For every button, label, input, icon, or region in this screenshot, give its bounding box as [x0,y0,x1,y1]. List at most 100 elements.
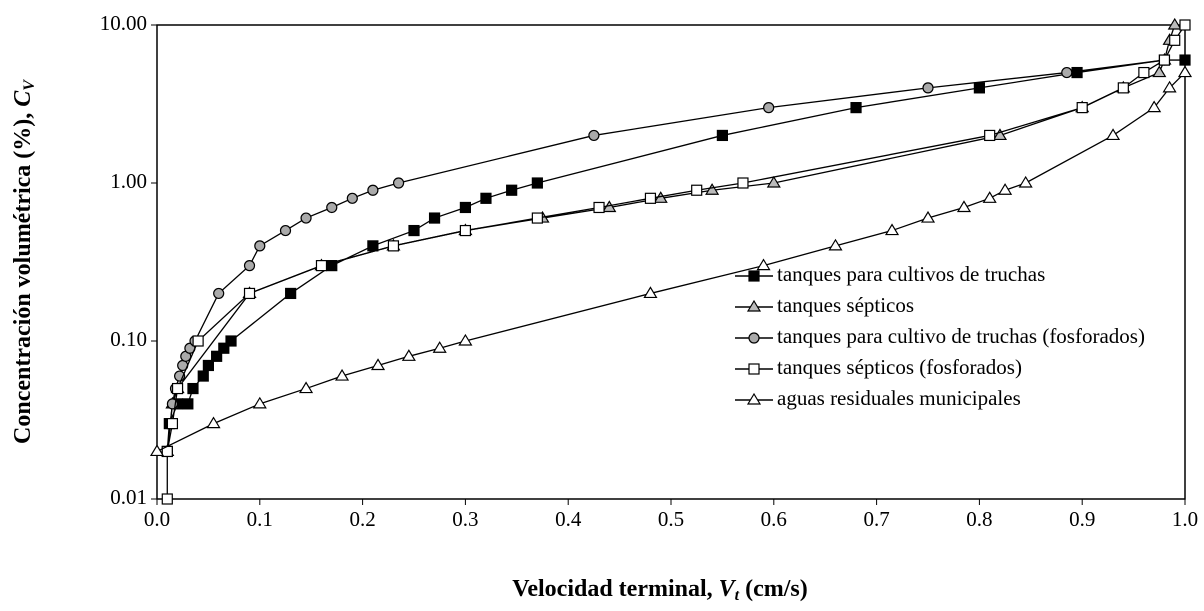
series-line [166,59,1185,452]
marker [1158,54,1171,66]
marker [1071,66,1083,79]
marker [187,382,199,395]
marker [956,200,972,213]
marker [1179,19,1191,31]
marker [252,396,267,409]
marker [691,184,703,196]
marker [1177,65,1193,78]
marker [225,335,237,347]
marker [1061,66,1073,79]
y-axis-label: Concentración volumétrica (%), CV [10,79,38,444]
marker [1147,100,1162,113]
marker [279,224,292,237]
x-tick-label: 0.4 [555,507,582,531]
x-tick-label: 0.5 [658,507,684,531]
marker [166,418,179,430]
marker [213,287,225,300]
marker [748,363,760,375]
marker [326,201,338,214]
legend-label: tanques sépticos (fosforados) [777,355,1022,379]
marker [206,416,221,429]
marker [748,270,760,282]
marker [766,175,781,188]
marker [202,359,214,372]
marker [1167,17,1182,30]
marker [192,335,204,347]
marker [982,191,997,203]
marker [1138,66,1150,79]
y-tick-label: 1.00 [110,169,147,193]
x-label-sub: t [735,587,740,604]
marker [756,258,771,271]
marker [367,184,379,196]
marker [387,240,400,252]
y-tick-label: 0.01 [110,485,147,509]
marker [506,184,518,196]
marker [531,177,543,189]
marker [763,102,775,114]
marker [367,240,379,252]
marker [746,299,762,312]
x-tick-label: 0.6 [761,507,787,531]
marker [973,82,986,94]
marker [748,332,760,344]
marker [432,341,447,353]
marker [884,223,900,236]
marker [644,192,657,204]
x-label-text: Velocidad terminal, [512,576,718,602]
marker [1179,54,1191,66]
marker [458,333,473,346]
x-tick-label: 0.3 [452,507,478,531]
marker [218,342,230,354]
marker [334,368,350,381]
legend-label: tanques para cultivos de truchas [777,262,1045,286]
marker [392,177,405,189]
marker [408,224,420,237]
marker [716,129,729,142]
marker [161,493,173,505]
marker [850,102,862,114]
marker [370,358,386,371]
marker [459,224,471,237]
marker [920,210,936,223]
marker [984,129,996,142]
marker [588,129,600,142]
y-label-symbol: C [10,90,36,107]
marker [737,177,749,189]
legend-label: tanques sépticos [777,293,914,317]
marker [211,350,223,362]
x-tick-label: 0.8 [966,507,992,531]
marker [1117,82,1129,94]
marker [1076,102,1088,114]
x-tick-label: 0.2 [349,507,375,531]
marker [182,398,194,410]
marker [428,212,441,224]
marker [1105,128,1121,141]
marker [992,128,1008,141]
y-label-sub: V [21,79,38,91]
x-tick-label: 0.7 [863,507,889,531]
marker [243,260,256,272]
marker [459,201,471,214]
series-line [166,24,1176,452]
legend: tanques para cultivos de truchas tanques … [735,262,1145,410]
marker [300,212,312,224]
marker [643,286,658,299]
marker [998,183,1013,195]
y-tick-label: 0.10 [110,327,147,351]
x-tick-label: 1.0 [1172,507,1198,531]
marker [828,238,843,251]
x-tick-label: 0.0 [144,507,170,531]
legend-label: aguas residuales municipales [777,386,1021,410]
marker [299,381,314,394]
marker [1169,34,1181,46]
x-tick-label: 0.1 [247,507,273,531]
marker [531,212,543,224]
marker [705,183,720,195]
marker [1152,65,1167,78]
marker [746,392,762,405]
marker [1018,175,1033,188]
marker [401,349,416,361]
y-label-text: Concentración volumétrica (%), [10,107,36,444]
